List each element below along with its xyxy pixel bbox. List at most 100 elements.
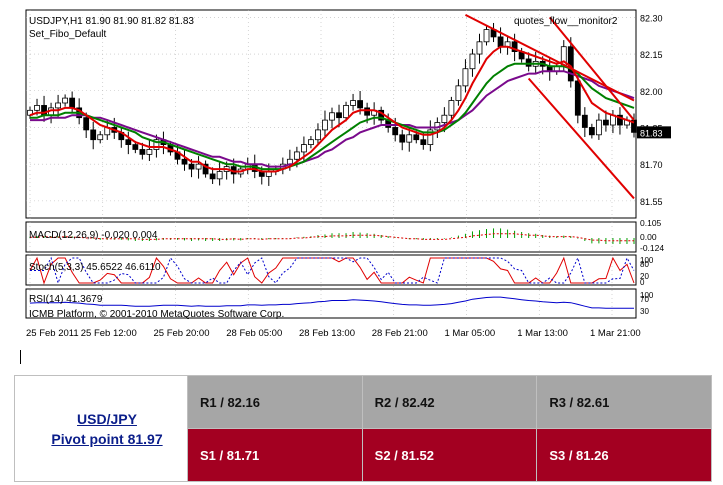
pair-cell: USD/JPY Pivot point 81.97 — [14, 375, 188, 482]
macd-frame — [25, 221, 637, 253]
r1-cell: R1 / 82.16 — [187, 375, 363, 429]
stoch-tick-label: 100 — [640, 256, 654, 265]
candle-body — [567, 46, 574, 82]
candle-body — [202, 163, 209, 175]
x-tick-label: 25 Feb 2011 — [26, 328, 79, 339]
rsi-frame — [25, 288, 637, 319]
y-tick-label: 81.70 — [640, 160, 663, 170]
candle-body — [364, 107, 371, 116]
stoch-tick-label: 80 — [640, 260, 649, 269]
candle-body — [603, 119, 609, 126]
candle-body — [216, 171, 223, 180]
x-tick-label: 1 Mar 13:00 — [517, 328, 568, 339]
r2-cell: R2 / 82.42 — [361, 375, 538, 429]
candle-body — [441, 114, 448, 123]
s1-cell: S1 / 81.71 — [187, 428, 363, 482]
current-price-box — [637, 126, 671, 139]
rsi-label: RSI(14) 41.3679 — [29, 294, 103, 305]
x-tick-label: 1 Mar 05:00 — [445, 328, 496, 339]
candle-body — [336, 112, 342, 119]
candle-body — [448, 100, 455, 116]
candle-body — [469, 53, 476, 70]
pivot-point: Pivot point 81.97 — [51, 430, 163, 447]
macd-tick-label: 0.105 — [640, 218, 662, 228]
copyright-text: ICMB Platform, © 2001-2010 MetaQuotes So… — [29, 309, 284, 320]
candle-body — [34, 105, 40, 111]
watermark-label: quotes_flow__monitor2 — [514, 16, 618, 27]
candle-body — [195, 163, 202, 170]
candle-body — [476, 41, 483, 55]
macd-label: MACD(12,26,9) -0.020 0.004 — [29, 230, 158, 241]
candle-body — [97, 134, 104, 141]
candle-body — [617, 114, 623, 126]
y-tick-label: 81.55 — [640, 197, 663, 207]
symbol-header: USDJPY,H1 81.90 81.90 81.82 81.83 — [29, 16, 194, 27]
candle-body — [392, 127, 399, 136]
candle-body — [139, 149, 146, 155]
candle-body — [27, 109, 33, 116]
ma-fast-line — [29, 45, 635, 173]
trend-line — [548, 16, 635, 121]
stoch-tick-label: 0 — [640, 278, 645, 287]
x-tick-label: 28 Feb 21:00 — [372, 328, 428, 339]
candle-body — [574, 80, 581, 116]
candle-body — [595, 119, 602, 136]
x-tick-label: 1 Mar 21:00 — [590, 328, 641, 339]
candle-body — [455, 85, 462, 101]
pivot-table: USD/JPY Pivot point 81.97 R1 / 82.16 R2 … — [14, 375, 712, 482]
x-tick-label: 25 Feb 20:00 — [154, 328, 210, 339]
candle-body — [90, 129, 97, 141]
text-cursor — [20, 350, 21, 364]
candle-body — [399, 134, 406, 143]
pair-name: USD/JPY — [77, 410, 137, 427]
candle-body — [188, 163, 195, 170]
candle-body — [588, 127, 595, 136]
candle-body — [132, 144, 139, 150]
candle-body — [420, 139, 427, 145]
candle-body — [413, 134, 420, 141]
current-price-label: 81.83 — [640, 128, 663, 138]
candle-body — [153, 139, 160, 150]
candle-body — [301, 144, 307, 153]
candle-body — [55, 102, 61, 109]
rsi-tick-label: 100 — [640, 291, 654, 300]
stoch-signal-line — [30, 256, 635, 285]
ma-mid-line — [30, 62, 635, 171]
macd-tick-label: 0.00 — [640, 232, 657, 242]
trend-line — [464, 14, 635, 102]
rsi-line — [29, 296, 634, 309]
candle-body — [511, 41, 518, 52]
candle-body — [69, 97, 76, 109]
stoch-label: Stoch(5,3,3) 45.6522 46.6110 — [29, 262, 161, 273]
candle-body — [315, 129, 321, 141]
trend-line — [527, 77, 635, 200]
candle-body — [357, 100, 363, 109]
candle-body — [125, 139, 132, 145]
r3-cell: R3 / 82.61 — [536, 375, 712, 429]
resistance-row: USD/JPY Pivot point 81.97 R1 / 82.16 R2 … — [14, 375, 712, 482]
x-tick-label: 28 Feb 05:00 — [226, 328, 282, 339]
x-tick-label: 25 Feb 12:00 — [81, 328, 137, 339]
candle-body — [329, 112, 335, 121]
indicator-name: Set_Fibo_Default — [29, 29, 106, 40]
candle-body — [350, 100, 356, 106]
candle-body — [308, 139, 314, 145]
main-frame — [25, 9, 637, 219]
x-tick-label: 28 Feb 13:00 — [299, 328, 355, 339]
y-tick-label: 82.30 — [640, 13, 663, 23]
ma-slow-line — [30, 70, 635, 168]
y-tick-label: 82.15 — [640, 50, 663, 60]
candle-body — [483, 29, 490, 43]
candle-body — [83, 117, 90, 131]
candle-body — [406, 134, 413, 143]
stoch-main-line — [29, 256, 635, 285]
stoch-frame — [25, 254, 637, 286]
candle-body — [62, 97, 69, 104]
rsi-tick-label: 70 — [640, 295, 649, 304]
y-tick-label: 82.00 — [640, 87, 663, 97]
candle-body — [181, 158, 188, 165]
candle-body — [322, 119, 328, 131]
candle-body — [581, 114, 588, 128]
